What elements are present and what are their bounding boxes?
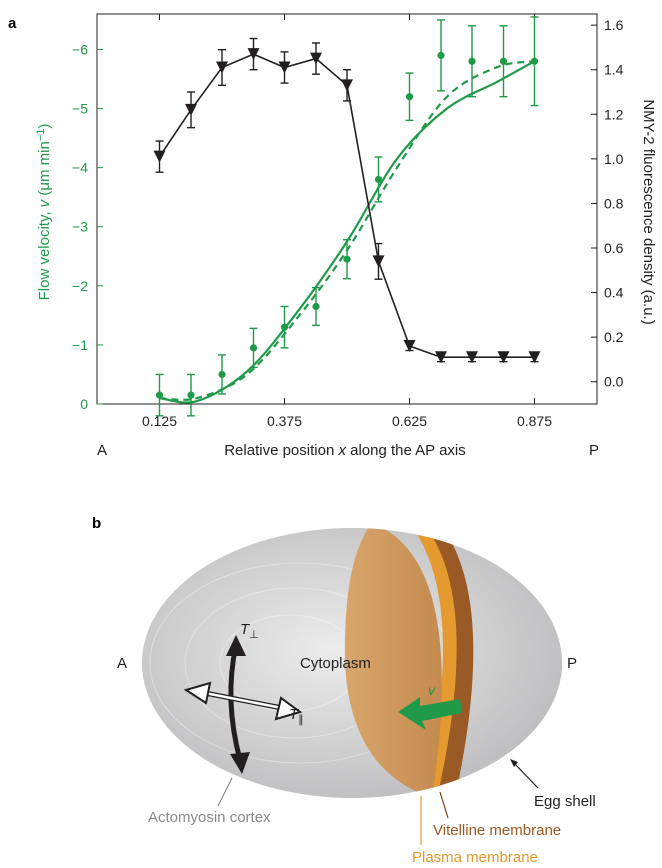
left-axis-label: Flow velocity, v (μm min−1) xyxy=(35,124,53,301)
axis-ticks: 0.125 0.375 0.625 0.875 0 −1 −2 −3 −4 −5 −6 0.0 0.2 0… xyxy=(72,14,624,429)
nmy2-data-point xyxy=(528,351,541,364)
vitelline-membrane xyxy=(422,528,474,798)
actomyosin-cortex-label: Actomyosin cortex xyxy=(148,809,271,826)
tension-perp-shaft xyxy=(228,644,243,761)
panel-b-label: b xyxy=(92,515,101,532)
right-tick-label: 1.4 xyxy=(604,62,624,78)
flow-data-point xyxy=(249,344,258,352)
panel-a-label: a xyxy=(8,15,17,32)
egg-shell-leader xyxy=(512,761,539,789)
fit-curve-dashed xyxy=(159,60,535,401)
flow-velocity-arrow xyxy=(398,697,462,730)
x-axis-left-end: A xyxy=(97,442,107,459)
nmy2-data-point xyxy=(185,103,197,116)
flow-data-point xyxy=(312,302,320,311)
right-axis-label: NMY-2 fluorescence density (a.u.) xyxy=(640,99,657,324)
flow-data-point xyxy=(280,323,289,331)
nmy2-data-point xyxy=(247,48,260,61)
flow-data-point xyxy=(374,175,383,184)
tension-perp-arrowhead-up xyxy=(226,635,246,656)
nmy2-data-point xyxy=(216,61,228,74)
x-tick-label: 0.625 xyxy=(392,413,427,429)
flow-data-point xyxy=(187,391,195,399)
tension-perp-arrowhead-down xyxy=(230,752,250,774)
x-tick-label: 0.375 xyxy=(267,413,302,429)
nmy2-data-point xyxy=(466,351,478,364)
nmy2-data-point xyxy=(153,150,166,163)
embryo-diagram: A P Cytoplasm T⊥ T∥ v Egg shell Vitellin… xyxy=(117,528,596,866)
egg-shell-label: Egg shell xyxy=(534,793,596,810)
left-tick-label: −1 xyxy=(72,337,88,353)
left-tick-label: −5 xyxy=(72,101,88,117)
x-axis-right-end: P xyxy=(589,442,599,459)
flow-data-point xyxy=(468,57,476,65)
flow-data-point xyxy=(530,57,539,65)
left-tick-label: −4 xyxy=(72,160,88,176)
flow-data-point xyxy=(343,255,351,263)
right-tick-label: 0.0 xyxy=(604,374,624,390)
right-tick-label: 0.8 xyxy=(604,195,624,211)
chart-series xyxy=(153,16,541,417)
plasma-membrane xyxy=(410,528,457,798)
fit-curve-solid xyxy=(159,60,536,404)
cytoplasm-label: Cytoplasm xyxy=(300,655,371,672)
nmy2-data-point xyxy=(278,61,291,74)
right-tick-label: 0.6 xyxy=(604,240,624,256)
x-tick-label: 0.875 xyxy=(517,413,552,429)
flow-velocity-symbol: v xyxy=(428,682,436,698)
nmy2-data-point xyxy=(435,351,447,364)
left-tick-label: −3 xyxy=(72,219,88,235)
tension-parallel-arrow xyxy=(183,681,303,721)
tension-perp-label: T⊥ xyxy=(240,621,259,641)
vitelline-leader xyxy=(439,791,449,819)
left-tick-label: −6 xyxy=(72,41,88,57)
left-tick-label: 0 xyxy=(80,396,88,412)
plasma-membrane-label: Plasma membrane xyxy=(412,849,538,866)
x-tick-label: 0.125 xyxy=(142,413,177,429)
vitelline-membrane-label: Vitelline membrane xyxy=(433,822,561,839)
plot-area: 0.125 0.375 0.625 0.875 0 −1 −2 −3 −4 −5 −6 0.0 0.2 0… xyxy=(72,13,624,429)
right-tick-label: 0.2 xyxy=(604,329,624,345)
pole-posterior: P xyxy=(567,655,577,672)
nmy2-data-point xyxy=(497,351,510,364)
flow-data-point xyxy=(218,370,226,379)
flow-data-point xyxy=(405,93,414,101)
x-axis-label: Relative position x along the AP axis xyxy=(224,442,466,459)
left-tick-label: −2 xyxy=(72,278,88,294)
cortex-contours xyxy=(149,528,562,798)
cytoplasm-region xyxy=(344,528,442,798)
flow-data-point xyxy=(155,391,164,399)
flow-data-point xyxy=(499,57,508,65)
cortex-leader xyxy=(217,777,233,807)
right-tick-label: 1.2 xyxy=(604,106,624,122)
nmy2-data-point xyxy=(310,52,322,65)
right-tick-label: 0.4 xyxy=(604,285,624,301)
flow-data-point xyxy=(437,51,445,59)
nmy2-data-point xyxy=(403,340,416,353)
right-tick-label: 1.6 xyxy=(604,17,624,33)
nmy2-data-point xyxy=(341,79,353,92)
plot-frame xyxy=(96,13,598,405)
pole-anterior: A xyxy=(117,655,127,672)
tension-parallel-label: T∥ xyxy=(289,706,304,726)
right-tick-label: 1.0 xyxy=(604,151,624,167)
nmy2-data-point xyxy=(372,255,385,268)
